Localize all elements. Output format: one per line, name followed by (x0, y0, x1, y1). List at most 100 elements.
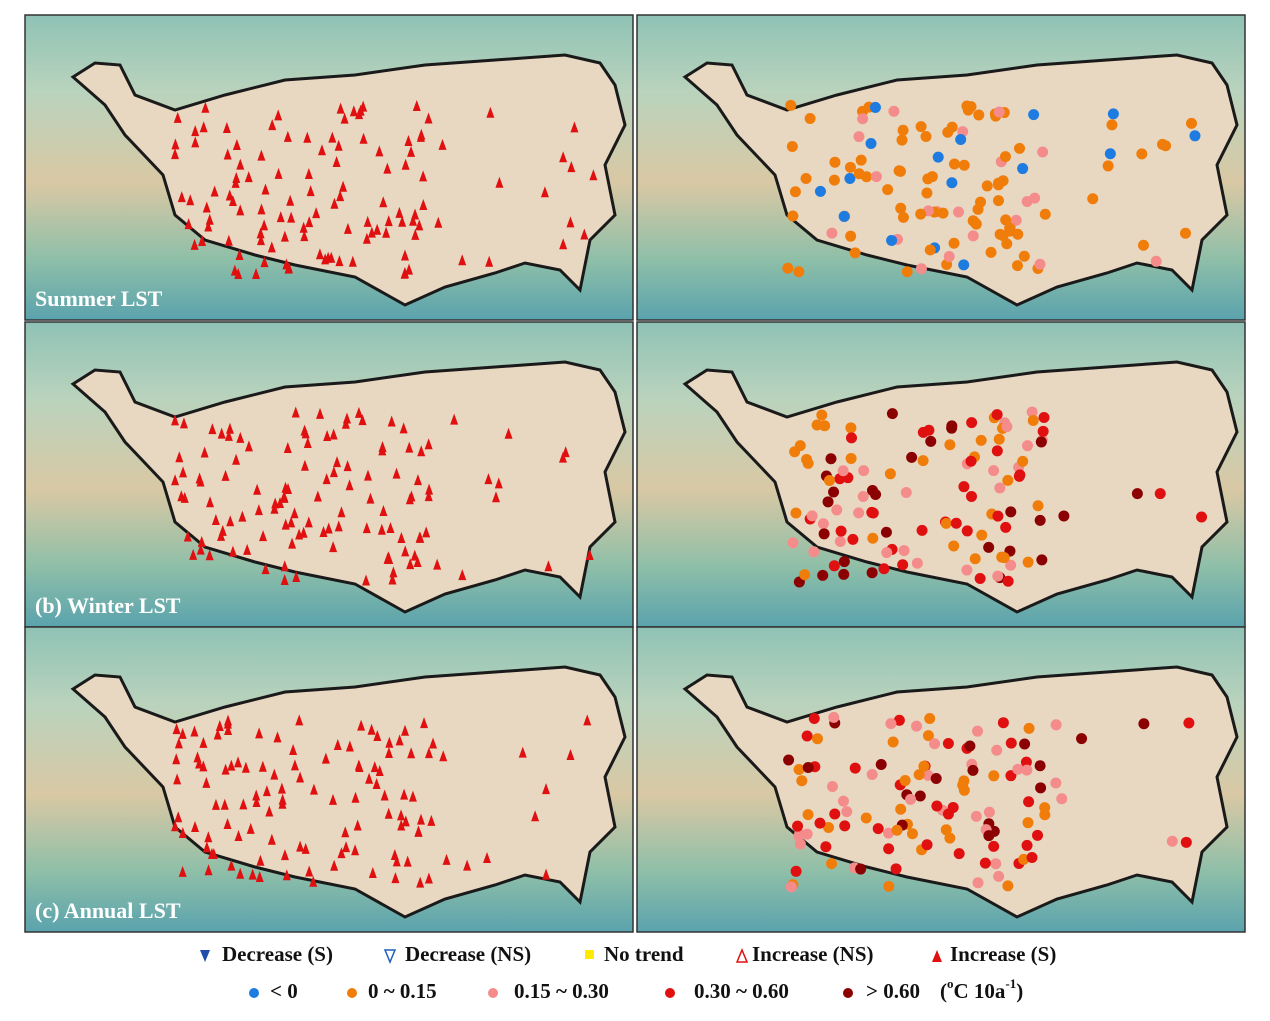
station-marker (866, 567, 878, 579)
station-marker (1013, 470, 1025, 482)
station-marker (330, 859, 339, 871)
station-marker (365, 772, 374, 784)
station-marker (321, 752, 330, 764)
station-marker (427, 814, 436, 826)
station-marker (201, 101, 210, 113)
station-marker (950, 517, 962, 529)
station-marker (322, 473, 331, 485)
station-marker (401, 724, 410, 736)
station-marker (438, 138, 447, 150)
station-marker (324, 251, 333, 263)
station-marker (392, 467, 401, 479)
station-marker (1138, 718, 1150, 730)
station-marker (897, 124, 909, 136)
station-marker (838, 556, 850, 568)
station-marker (270, 768, 279, 780)
station-marker (969, 217, 981, 229)
station-marker (290, 759, 299, 771)
station-marker (256, 854, 265, 866)
station-marker (429, 737, 438, 749)
station-marker (872, 823, 884, 835)
station-marker (1058, 510, 1070, 522)
station-marker (359, 132, 368, 144)
station-marker (211, 514, 220, 526)
station-marker (855, 154, 867, 166)
station-marker (270, 502, 279, 514)
station-marker (993, 106, 1005, 118)
station-marker (518, 746, 527, 758)
station-marker (1037, 146, 1049, 158)
panel-border (24, 14, 634, 321)
station-marker (336, 190, 345, 202)
station-marker (205, 213, 214, 225)
station-marker (1018, 250, 1030, 262)
station-marker (1160, 140, 1172, 152)
station-marker (183, 530, 192, 542)
station-marker (806, 510, 818, 522)
station-marker (1004, 225, 1016, 237)
station-marker (373, 729, 382, 741)
station-marker (483, 852, 492, 864)
legend: < 0 0 ~ 0.15 0.15 ~ 0.30 0.30 ~ 0.60 > 0… (249, 976, 1023, 1003)
station-marker (894, 165, 906, 177)
station-marker (975, 434, 987, 446)
station-marker (896, 134, 908, 146)
panel-border (24, 626, 634, 933)
station-marker (397, 809, 406, 821)
station-marker (177, 191, 186, 203)
legend-symbol (665, 988, 675, 998)
station-marker (559, 238, 568, 250)
station-marker (485, 255, 494, 267)
station-marker (230, 264, 239, 276)
station-marker (384, 747, 393, 759)
station-marker (171, 820, 180, 832)
station-marker (819, 420, 831, 432)
station-marker (838, 568, 850, 580)
station-marker (967, 764, 979, 776)
station-marker (395, 206, 404, 218)
station-marker (458, 569, 467, 581)
station-marker (351, 791, 360, 803)
station-marker (992, 510, 1004, 522)
station-marker (1136, 148, 1148, 160)
station-marker (261, 563, 270, 575)
station-marker (413, 474, 422, 486)
station-marker (1131, 488, 1143, 500)
station-marker (265, 805, 274, 817)
station-marker (958, 481, 970, 493)
station-marker (826, 780, 838, 792)
station-marker (869, 101, 881, 113)
station-marker (316, 407, 325, 419)
station-marker (1102, 160, 1114, 172)
station-marker (922, 730, 934, 742)
station-marker (826, 858, 838, 870)
station-marker (790, 507, 802, 519)
station-marker (973, 109, 985, 121)
station-marker (866, 506, 878, 518)
station-marker (244, 171, 253, 183)
station-marker (208, 423, 217, 435)
station-marker (800, 172, 812, 184)
station-marker (929, 738, 941, 750)
station-marker (942, 808, 954, 820)
station-marker (976, 529, 988, 541)
station-marker (1183, 717, 1195, 729)
station-marker (463, 859, 472, 871)
station-marker (870, 171, 882, 183)
station-marker (899, 775, 911, 787)
station-marker (252, 789, 261, 801)
station-marker (932, 151, 944, 163)
station-marker (252, 796, 261, 808)
station-marker (416, 876, 425, 888)
station-marker (965, 455, 977, 467)
station-marker (408, 790, 417, 802)
station-marker (993, 433, 1005, 445)
station-marker (383, 162, 392, 174)
station-marker (905, 793, 917, 805)
station-marker (943, 250, 955, 262)
station-marker (1035, 436, 1047, 448)
legend-label: Decrease (NS) (405, 942, 531, 966)
station-marker (280, 490, 289, 502)
station-marker (215, 719, 224, 731)
station-marker (825, 453, 837, 465)
